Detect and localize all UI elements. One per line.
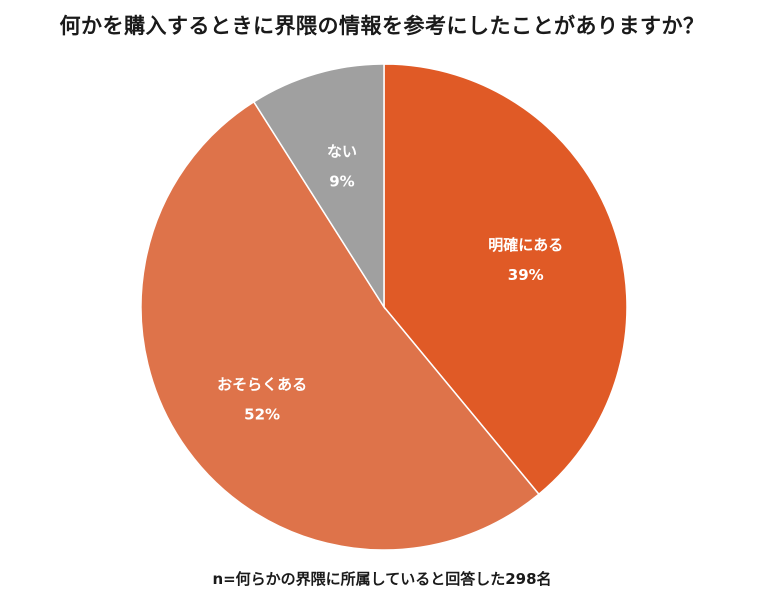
slice-osoraku-aru-label: おそらくある (217, 376, 307, 394)
pie-slices (140, 63, 628, 551)
slice-meikaku-ni-aru (383, 63, 628, 496)
slice-meikaku-ni-aru-value-label: 39% (508, 266, 544, 284)
pie-slice-labels: 明確にある 39% おそらくある 52% ない 9% (217, 142, 563, 423)
slice-osoraku-aru-value-label: 52% (244, 406, 280, 424)
slice-nai-value-label: 9% (329, 172, 354, 190)
slice-meikaku-ni-aru-label: 明確にある (488, 236, 563, 254)
slice-osoraku-aru (140, 100, 540, 551)
chart-title: 何かを購入するときに界隈の情報を参考にしたことがありますか？ (59, 14, 705, 38)
slice-nai-label: ない (327, 142, 357, 160)
slice-nai (252, 63, 385, 310)
chart-footnote: n=何らかの界隈に所属していると回答した298名 (212, 570, 552, 588)
